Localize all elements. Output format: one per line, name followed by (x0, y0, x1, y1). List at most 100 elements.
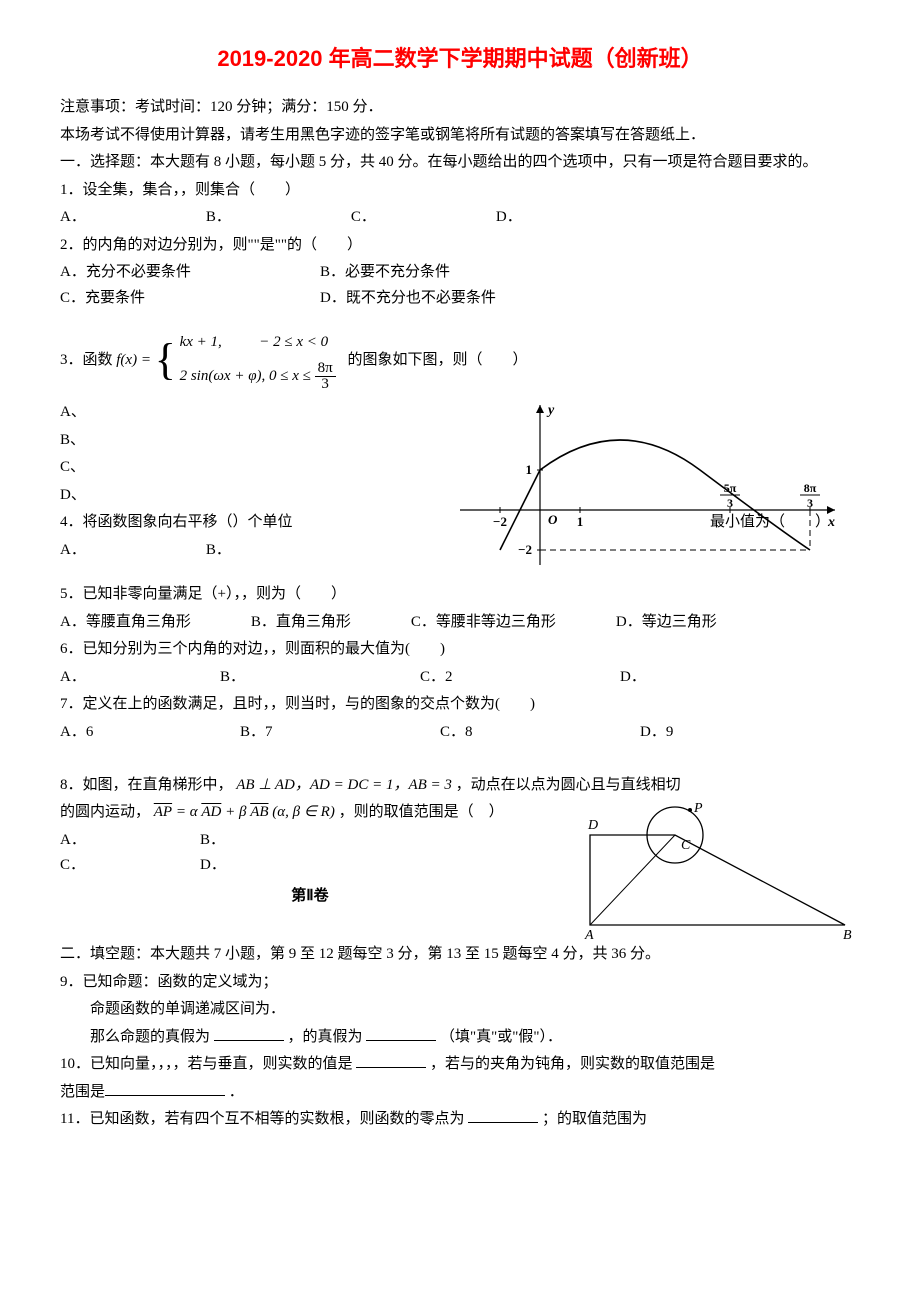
q3-graph: −215π38π31−2Oxy (440, 400, 840, 570)
q6-opt-d: D． (620, 665, 646, 691)
exam-title: 2019-2020 年高二数学下学期期中试题（创新班） (60, 40, 860, 77)
q10-blank-2 (105, 1080, 225, 1096)
q3-body: −215π38π31−2Oxy A、 B、 C、 D、 4．将函数图象向右平移（… (60, 400, 860, 580)
q9-l3b: ，的真假为 (288, 1029, 363, 1045)
q1-opt-a: A． (60, 205, 86, 231)
q3-lead: 3．函数 (60, 352, 113, 368)
svg-text:3: 3 (807, 496, 813, 510)
q8-vec-ap: AP (154, 804, 172, 820)
q3-brace: { (155, 335, 176, 384)
q3-stem: 3．函数 f(x) = { kx + 1, − 2 ≤ x < 0 2 sin(… (60, 323, 860, 398)
section-1-heading: 一．选择题：本大题有 8 小题，每小题 5 分，共 40 分。在每小题给出的四个… (60, 150, 860, 176)
svg-text:C: C (681, 838, 691, 853)
svg-text:−2: −2 (518, 542, 532, 557)
svg-text:1: 1 (577, 514, 584, 529)
svg-text:−2: −2 (493, 514, 507, 529)
q1-options: A． B． C． D． (60, 205, 860, 231)
q9-l1: 9．已知命题：函数的定义域为； (60, 970, 860, 996)
q8-opt-a: A． (60, 828, 200, 854)
q8-vec-ad: AD (201, 804, 221, 820)
q9-blank-2 (366, 1025, 436, 1041)
q10-blank-1 (356, 1052, 426, 1068)
q10-a: 10．已知向量，，，，若与垂直，则实数的值是 (60, 1056, 353, 1072)
q6-opt-a: A． (60, 665, 220, 691)
q1-opt-c: C． (351, 205, 376, 231)
svg-text:x: x (827, 515, 835, 530)
q7-stem: 7．定义在上的函数满足，且时，，则当时，与的图象的交点个数为( ) (60, 692, 860, 718)
q8-opt-c: C． (60, 853, 200, 879)
q3-piece1b: − 2 ≤ x < 0 (259, 334, 328, 350)
note-line: 注意事项：考试时间：120 分钟；满分：150 分． (60, 95, 860, 121)
q8-cond: (α, β ∈ R) (272, 804, 335, 820)
q9-l3a: 那么命题的真假为 (60, 1029, 210, 1045)
svg-text:D: D (587, 818, 598, 833)
q7-opt-a: A．6 (60, 720, 240, 746)
q9-l3c: （填"真"或"假"）． (440, 1029, 562, 1045)
q8-eq: = α (176, 804, 198, 820)
q8-plus: + β (225, 804, 246, 820)
q11-blank-1 (468, 1107, 538, 1123)
q6-options: A． B． C．2 D． (60, 665, 860, 691)
svg-text:O: O (548, 512, 558, 527)
q8-opt-b: B． (200, 828, 225, 854)
q3-frac-den: 3 (315, 377, 336, 392)
q11-b: ；的取值范围为 (542, 1111, 647, 1127)
q2-options-row2: C．充要条件 D．既不充分也不必要条件 (60, 286, 860, 312)
q7-options: A．6 B．7 C．8 D．9 (60, 720, 860, 746)
q1-stem: 1．设全集，集合，，则集合（ ） (60, 178, 860, 204)
q6-opt-c: C．2 (420, 665, 620, 691)
q2-opt-b: B．必要不充分条件 (320, 260, 450, 286)
q10-tail: 范围是 ． (60, 1080, 860, 1106)
q8-figure: ABDCP (570, 800, 860, 940)
q8-vec-ab: AB (250, 804, 268, 820)
q7-opt-d: D．9 (640, 720, 673, 746)
q10: 10．已知向量，，，，若与垂直，则实数的值是 ，若与的夹角为钝角，则实数的取值范… (60, 1052, 860, 1078)
q8-stem-c: 的圆内运动， (60, 804, 150, 820)
q7-opt-b: B．7 (240, 720, 440, 746)
svg-text:3: 3 (727, 496, 733, 510)
q6-opt-b: B． (220, 665, 420, 691)
q9-l2: 命题函数的单调递减区间为． (60, 997, 860, 1023)
q5-opt-a: A．等腰直角三角形 (60, 610, 191, 636)
q8-options-row1: A． B． (60, 828, 560, 854)
q2-opt-d: D．既不充分也不必要条件 (320, 286, 496, 312)
q3-frac-num: 8π (315, 361, 336, 377)
svg-text:B: B (843, 928, 852, 940)
q5-opt-c: C．等腰非等边三角形 (411, 610, 556, 636)
q9-blank-1 (214, 1025, 284, 1041)
q3-tail: 的图象如下图，则（ ） (347, 352, 527, 368)
q2-stem: 2．的内角的对边分别为，则""是""的（ ） (60, 233, 860, 259)
note-line: 本场考试不得使用计算器，请考生用黑色字迹的签字笔或钢笔将所有试题的答案填写在答题… (60, 123, 860, 149)
q10-c: ． (229, 1084, 244, 1100)
q8-options-row2: C． D． (60, 853, 560, 879)
q11: 11．已知函数，若有四个互不相等的实数根，则函数的零点为 ；的取值范围为 (60, 1107, 860, 1133)
q4-opt-a: A． (60, 538, 86, 564)
q4-opt-b: B． (206, 538, 231, 564)
q8-line1: 8．如图，在直角梯形中， AB ⊥ AD，AD = DC = 1，AB = 3 … (60, 773, 860, 799)
q8-stem-b: ，动点在以点为圆心且与直线相切 (456, 777, 681, 793)
q9-l3: 那么命题的真假为 ，的真假为 （填"真"或"假"）． (60, 1025, 860, 1051)
svg-text:P: P (693, 801, 703, 816)
q11-a: 11．已知函数，若有四个互不相等的实数根，则函数的零点为 (60, 1111, 464, 1127)
svg-text:y: y (546, 403, 555, 418)
q5-options: A．等腰直角三角形 B．直角三角形 C．等腰非等边三角形 D．等边三角形 (60, 610, 860, 636)
q3-piece1a: kx + 1, (180, 334, 222, 350)
q8-block: 8．如图，在直角梯形中， AB ⊥ AD，AD = DC = 1，AB = 3 … (60, 773, 860, 941)
q8-stem-d: ，则的取值范围是（ ） (339, 804, 504, 820)
q3-frac: 8π 3 (315, 361, 336, 392)
q3-fx: f(x) = (116, 352, 154, 368)
q4-stem-a: 4．将函数图象向右平移（）个单位 (60, 514, 293, 530)
q7-opt-c: C．8 (440, 720, 640, 746)
svg-text:8π: 8π (804, 481, 817, 495)
q5-stem: 5．已知非零向量满足（+），，则为（ ） (60, 582, 860, 608)
q1-opt-b: B． (206, 205, 231, 231)
q1-opt-d: D． (496, 205, 522, 231)
q5-opt-b: B．直角三角形 (251, 610, 351, 636)
q5-opt-d: D．等边三角形 (616, 610, 717, 636)
q2-opt-a: A．充分不必要条件 (60, 260, 320, 286)
q10-b: ，若与的夹角为钝角，则实数的取值范围是 (430, 1056, 715, 1072)
q8-opt-d: D． (200, 853, 226, 879)
section-2-heading: 二．填空题：本大题共 7 小题，第 9 至 12 题每空 3 分，第 13 至 … (60, 942, 860, 968)
q6-stem: 6．已知分别为三个内角的对边，，则面积的最大值为( ) (60, 637, 860, 663)
svg-text:1: 1 (526, 462, 533, 477)
